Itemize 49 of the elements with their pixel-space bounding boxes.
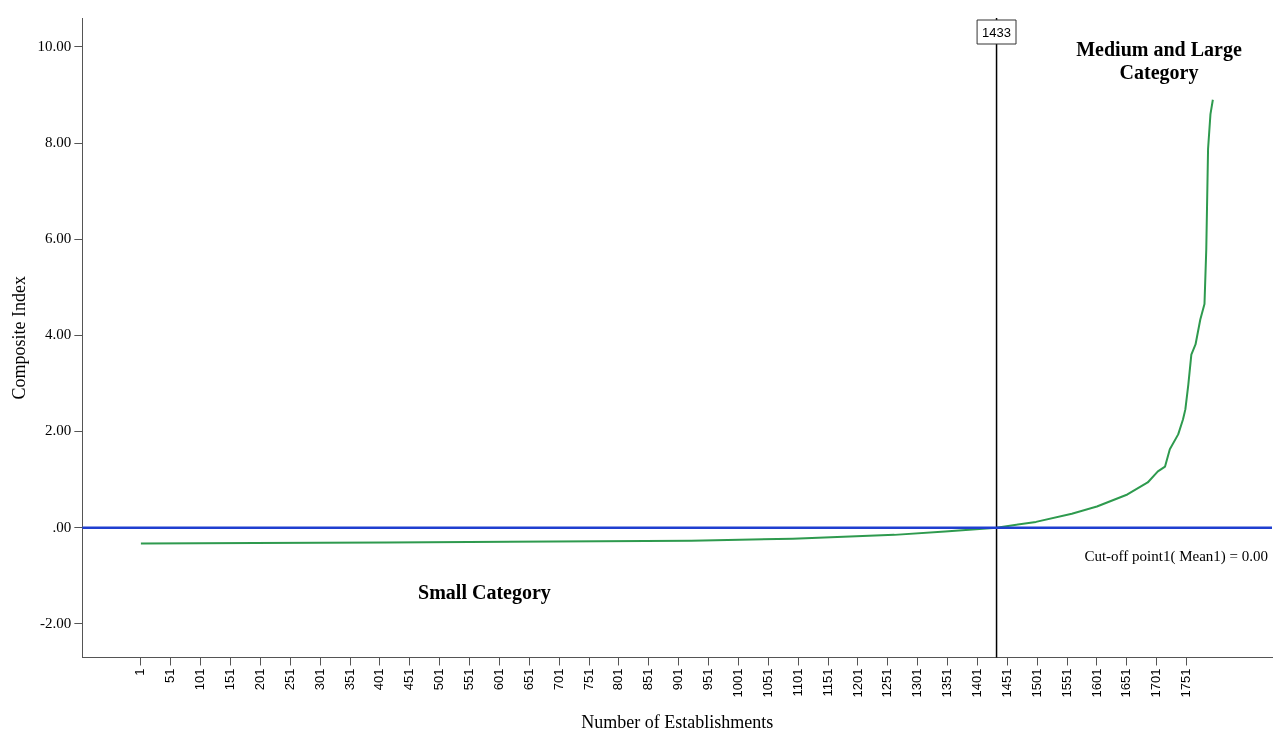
x-tick-label: 1151: [819, 668, 835, 697]
x-tick-label: 1401: [969, 668, 984, 698]
x-tick-label: 101: [192, 668, 208, 691]
x-tick-label: 1: [132, 668, 148, 676]
x-tick-label: 901: [670, 668, 686, 691]
y-tick-label: 4.00: [45, 326, 72, 343]
y-tick-label: 2.00: [45, 422, 72, 439]
y-tick-label: 6.00: [45, 230, 72, 247]
x-tick-label: 1501: [1028, 668, 1044, 698]
x-tick-label: 1751: [1178, 668, 1194, 698]
x-tick-label: 1451: [998, 668, 1014, 698]
x-tick-label: 451: [401, 668, 417, 691]
x-tick-label: 1551: [1058, 668, 1074, 698]
x-tick-label: 201: [251, 668, 267, 691]
annotation: Medium and Large Category: [1076, 38, 1242, 85]
x-tick-label: 51: [162, 668, 178, 683]
ref-line-label: 1433: [982, 24, 1012, 40]
x-tick-label: 1051: [759, 668, 775, 698]
x-tick-label: 701: [550, 668, 566, 691]
x-tick-label: 851: [640, 668, 656, 691]
x-tick-label: 351: [341, 668, 357, 691]
x-tick-label: 151: [222, 668, 238, 691]
x-tick-label: 1701: [1148, 668, 1164, 698]
x-tick-label: 251: [281, 668, 297, 691]
y-tick-label: 10.00: [37, 37, 72, 54]
x-tick-label: 601: [490, 668, 506, 691]
x-tick-label: 1201: [849, 668, 865, 698]
x-tick-label: 1101: [789, 668, 805, 697]
x-tick-label: 1351: [939, 668, 955, 698]
x-tick-label: 1251: [879, 668, 895, 698]
x-tick-label: 551: [461, 668, 477, 691]
y-axis-title: Composite Index: [8, 275, 29, 400]
x-tick-label: 501: [431, 668, 447, 691]
x-tick-label: 1301: [909, 668, 925, 698]
y-tick-label: -2.00: [40, 614, 72, 631]
y-tick-label: .00: [52, 518, 72, 535]
x-tick-label: 401: [371, 668, 387, 691]
x-tick-label: 751: [580, 668, 596, 691]
ref-line-label: Cut-off point1( Mean1) = 0.00: [1084, 548, 1268, 566]
x-tick-label: 651: [520, 668, 536, 691]
x-tick-label: 951: [700, 668, 716, 691]
x-tick-label: 1651: [1118, 668, 1134, 698]
x-tick-label: 1601: [1088, 668, 1104, 698]
y-tick-label: 8.00: [45, 133, 72, 150]
x-axis-title: Number of Establishments: [581, 711, 774, 732]
x-tick-label: 1001: [730, 668, 745, 698]
annotation: Small Category: [418, 580, 551, 604]
x-tick-label: 301: [311, 668, 327, 691]
x-tick-label: 801: [610, 668, 626, 691]
